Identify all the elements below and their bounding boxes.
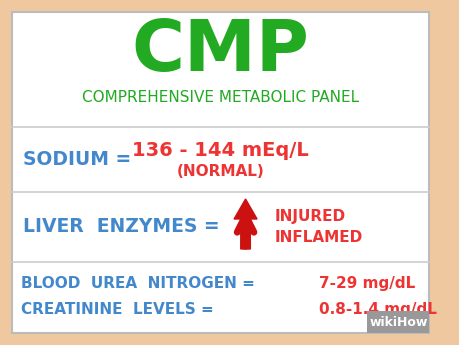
Text: COMPREHENSIVE METABOLIC PANEL: COMPREHENSIVE METABOLIC PANEL bbox=[82, 90, 358, 105]
FancyBboxPatch shape bbox=[366, 311, 429, 333]
Text: BLOOD  UREA  NITROGEN =: BLOOD UREA NITROGEN = bbox=[21, 276, 254, 291]
Text: INFLAMED: INFLAMED bbox=[274, 229, 362, 245]
FancyBboxPatch shape bbox=[11, 12, 429, 333]
Text: INJURED: INJURED bbox=[274, 209, 345, 225]
Text: CMP: CMP bbox=[131, 17, 309, 86]
Text: 136 - 144 mEq/L: 136 - 144 mEq/L bbox=[132, 141, 308, 160]
Text: 0.8-1.4 mg/dL: 0.8-1.4 mg/dL bbox=[318, 302, 436, 317]
Polygon shape bbox=[234, 199, 257, 249]
Text: wikiHow: wikiHow bbox=[368, 315, 426, 328]
Text: (NORMAL): (NORMAL) bbox=[176, 164, 264, 179]
Text: 7-29 mg/dL: 7-29 mg/dL bbox=[318, 276, 414, 291]
Text: LIVER  ENZYMES =: LIVER ENZYMES = bbox=[23, 217, 219, 237]
Text: CREATININE  LEVELS =: CREATININE LEVELS = bbox=[21, 302, 213, 317]
Text: SODIUM =: SODIUM = bbox=[23, 150, 131, 169]
